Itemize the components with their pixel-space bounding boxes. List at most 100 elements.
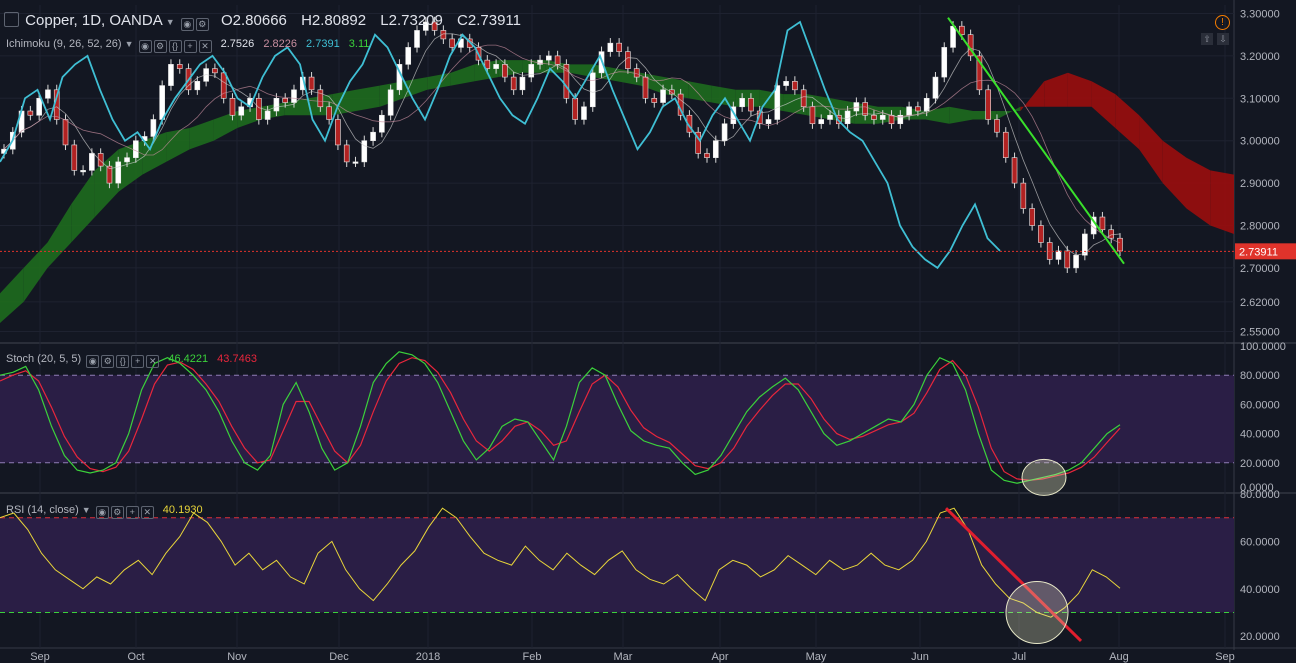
plus-icon[interactable]: +: [125, 506, 139, 519]
candle-body: [343, 144, 350, 163]
time-tick-label: Aug: [1109, 651, 1129, 663]
ichimoku-cloud-segment: [1162, 140, 1187, 209]
candle-body: [361, 140, 368, 163]
candle-body: [1055, 250, 1062, 260]
candle-body: [554, 55, 561, 65]
candle-body: [317, 89, 324, 108]
plus-icon[interactable]: +: [183, 40, 197, 53]
candle-body: [756, 110, 763, 125]
ichimoku-legend: Ichimoku (9, 26, 52, 26) ▼ ◉ ⚙{} + ✕ 2.7526 …: [6, 38, 369, 53]
candle-body: [836, 114, 842, 125]
braces-icon[interactable]: {}: [116, 355, 130, 368]
chevron-down-icon[interactable]: ▼: [81, 505, 91, 515]
stoch-tick-label: 40.0000: [1240, 429, 1280, 441]
eye-icon[interactable]: ◉: [138, 40, 152, 53]
time-tick-label: 2018: [416, 651, 440, 663]
close-value: C2.73911: [457, 12, 521, 29]
gear-icon[interactable]: ⚙: [110, 506, 124, 519]
time-tick-label: Apr: [711, 651, 728, 663]
rsi-label[interactable]: RSI (14, close): [6, 504, 79, 516]
chevron-down-icon[interactable]: ▼: [124, 39, 134, 49]
rsi-tick-label: 60.0000: [1240, 536, 1280, 548]
time-tick-label: Jun: [911, 651, 929, 663]
time-tick-label: Nov: [227, 651, 247, 663]
stoch-tick-label: 60.0000: [1240, 399, 1280, 411]
candle-body: [62, 119, 69, 146]
stoch-d-value: 43.7463: [217, 353, 257, 365]
gear-icon[interactable]: ⚙: [153, 40, 167, 53]
rsi-highlight-circle: [1005, 580, 1069, 644]
price-trendline: [947, 17, 1125, 265]
eye-icon[interactable]: ◉: [86, 355, 100, 368]
stoch-tick-label: 80.0000: [1240, 370, 1280, 382]
price-tick-label: 2.62000: [1240, 297, 1280, 309]
close-icon[interactable]: ✕: [140, 506, 154, 519]
candle-body: [932, 76, 939, 99]
candle-body: [229, 97, 236, 116]
ichimoku-cloud-segment: [1186, 157, 1211, 226]
ichimoku-cloud-segment: [450, 64, 475, 86]
candle-body: [449, 38, 455, 48]
candle-body: [405, 47, 412, 65]
stoch-label[interactable]: Stoch (20, 5, 5): [6, 353, 82, 365]
time-tick-label: Sep: [30, 651, 50, 663]
rsi-tick-label: 80.0000: [1240, 489, 1280, 501]
alert-icon[interactable]: !: [1215, 15, 1230, 30]
ichimoku-cloud-segment: [189, 119, 214, 150]
candle-body: [581, 106, 587, 120]
stoch-k-line: [0, 351, 1121, 484]
close-icon[interactable]: ✕: [198, 40, 212, 53]
rsi-tick-label: 20.0000: [1240, 631, 1280, 643]
price-tick-label: 3.20000: [1240, 51, 1280, 63]
candle-body: [721, 123, 728, 141]
ichimoku-value-3: 2.7391: [306, 38, 340, 50]
eye-icon[interactable]: ◉: [180, 18, 194, 31]
ichimoku-cloud-segment: [213, 111, 238, 141]
candle-body: [1073, 254, 1079, 269]
plus-icon[interactable]: +: [131, 355, 145, 368]
ichimoku-cloud-segment: [356, 85, 380, 111]
chevron-down-icon[interactable]: ▼: [165, 17, 175, 27]
ichimoku-value-4: 3.11: [348, 38, 370, 50]
candle-body: [792, 81, 798, 91]
candle-body: [572, 97, 578, 120]
gear-icon[interactable]: ⚙: [195, 18, 209, 31]
low-value: L2.73209: [380, 12, 443, 29]
candle-body: [827, 114, 833, 120]
candle-body: [774, 85, 781, 120]
candle-body: [537, 59, 543, 65]
symbol-title[interactable]: Copper, 1D, OANDA: [25, 12, 163, 29]
ichimoku-cloud-segment: [688, 81, 712, 103]
ichimoku-cloud-segment: [1020, 81, 1045, 111]
candle-body: [168, 64, 174, 86]
candle-body: [194, 81, 201, 91]
arrow-down-icon[interactable]: ⇩: [1217, 33, 1229, 45]
candle-body: [985, 89, 991, 120]
ohlc-readout: O2.80666 H2.80892 L2.73209 C2.73911: [221, 12, 531, 29]
price-tick-label: 3.30000: [1240, 8, 1280, 20]
braces-icon[interactable]: {}: [168, 40, 182, 53]
ichimoku-cloud-segment: [1210, 170, 1234, 234]
close-icon[interactable]: ✕: [146, 355, 160, 368]
rsi-tick-label: 40.0000: [1240, 584, 1280, 596]
rsi-value: 40.1930: [162, 504, 203, 516]
ichimoku-label[interactable]: Ichimoku (9, 26, 52, 26): [6, 38, 122, 50]
ichimoku-value-1: 2.7526: [220, 38, 255, 50]
candle-body: [335, 119, 341, 146]
candle-body: [1064, 250, 1071, 269]
candle-body: [818, 119, 825, 125]
candle-body: [1029, 208, 1035, 226]
candle-body: [326, 106, 332, 120]
candle-body: [352, 161, 359, 164]
arrow-up-icon[interactable]: ⇧: [1201, 33, 1213, 45]
candle-body: [625, 51, 631, 69]
candle-body: [370, 131, 376, 141]
candle-body: [422, 21, 429, 31]
collapse-icon[interactable]: [4, 12, 19, 27]
eye-icon[interactable]: ◉: [95, 506, 109, 519]
candle-body: [1099, 216, 1106, 231]
candle-body: [256, 97, 262, 120]
ichimoku-cloud-segment: [569, 64, 594, 78]
gear-icon[interactable]: ⚙: [101, 355, 115, 368]
